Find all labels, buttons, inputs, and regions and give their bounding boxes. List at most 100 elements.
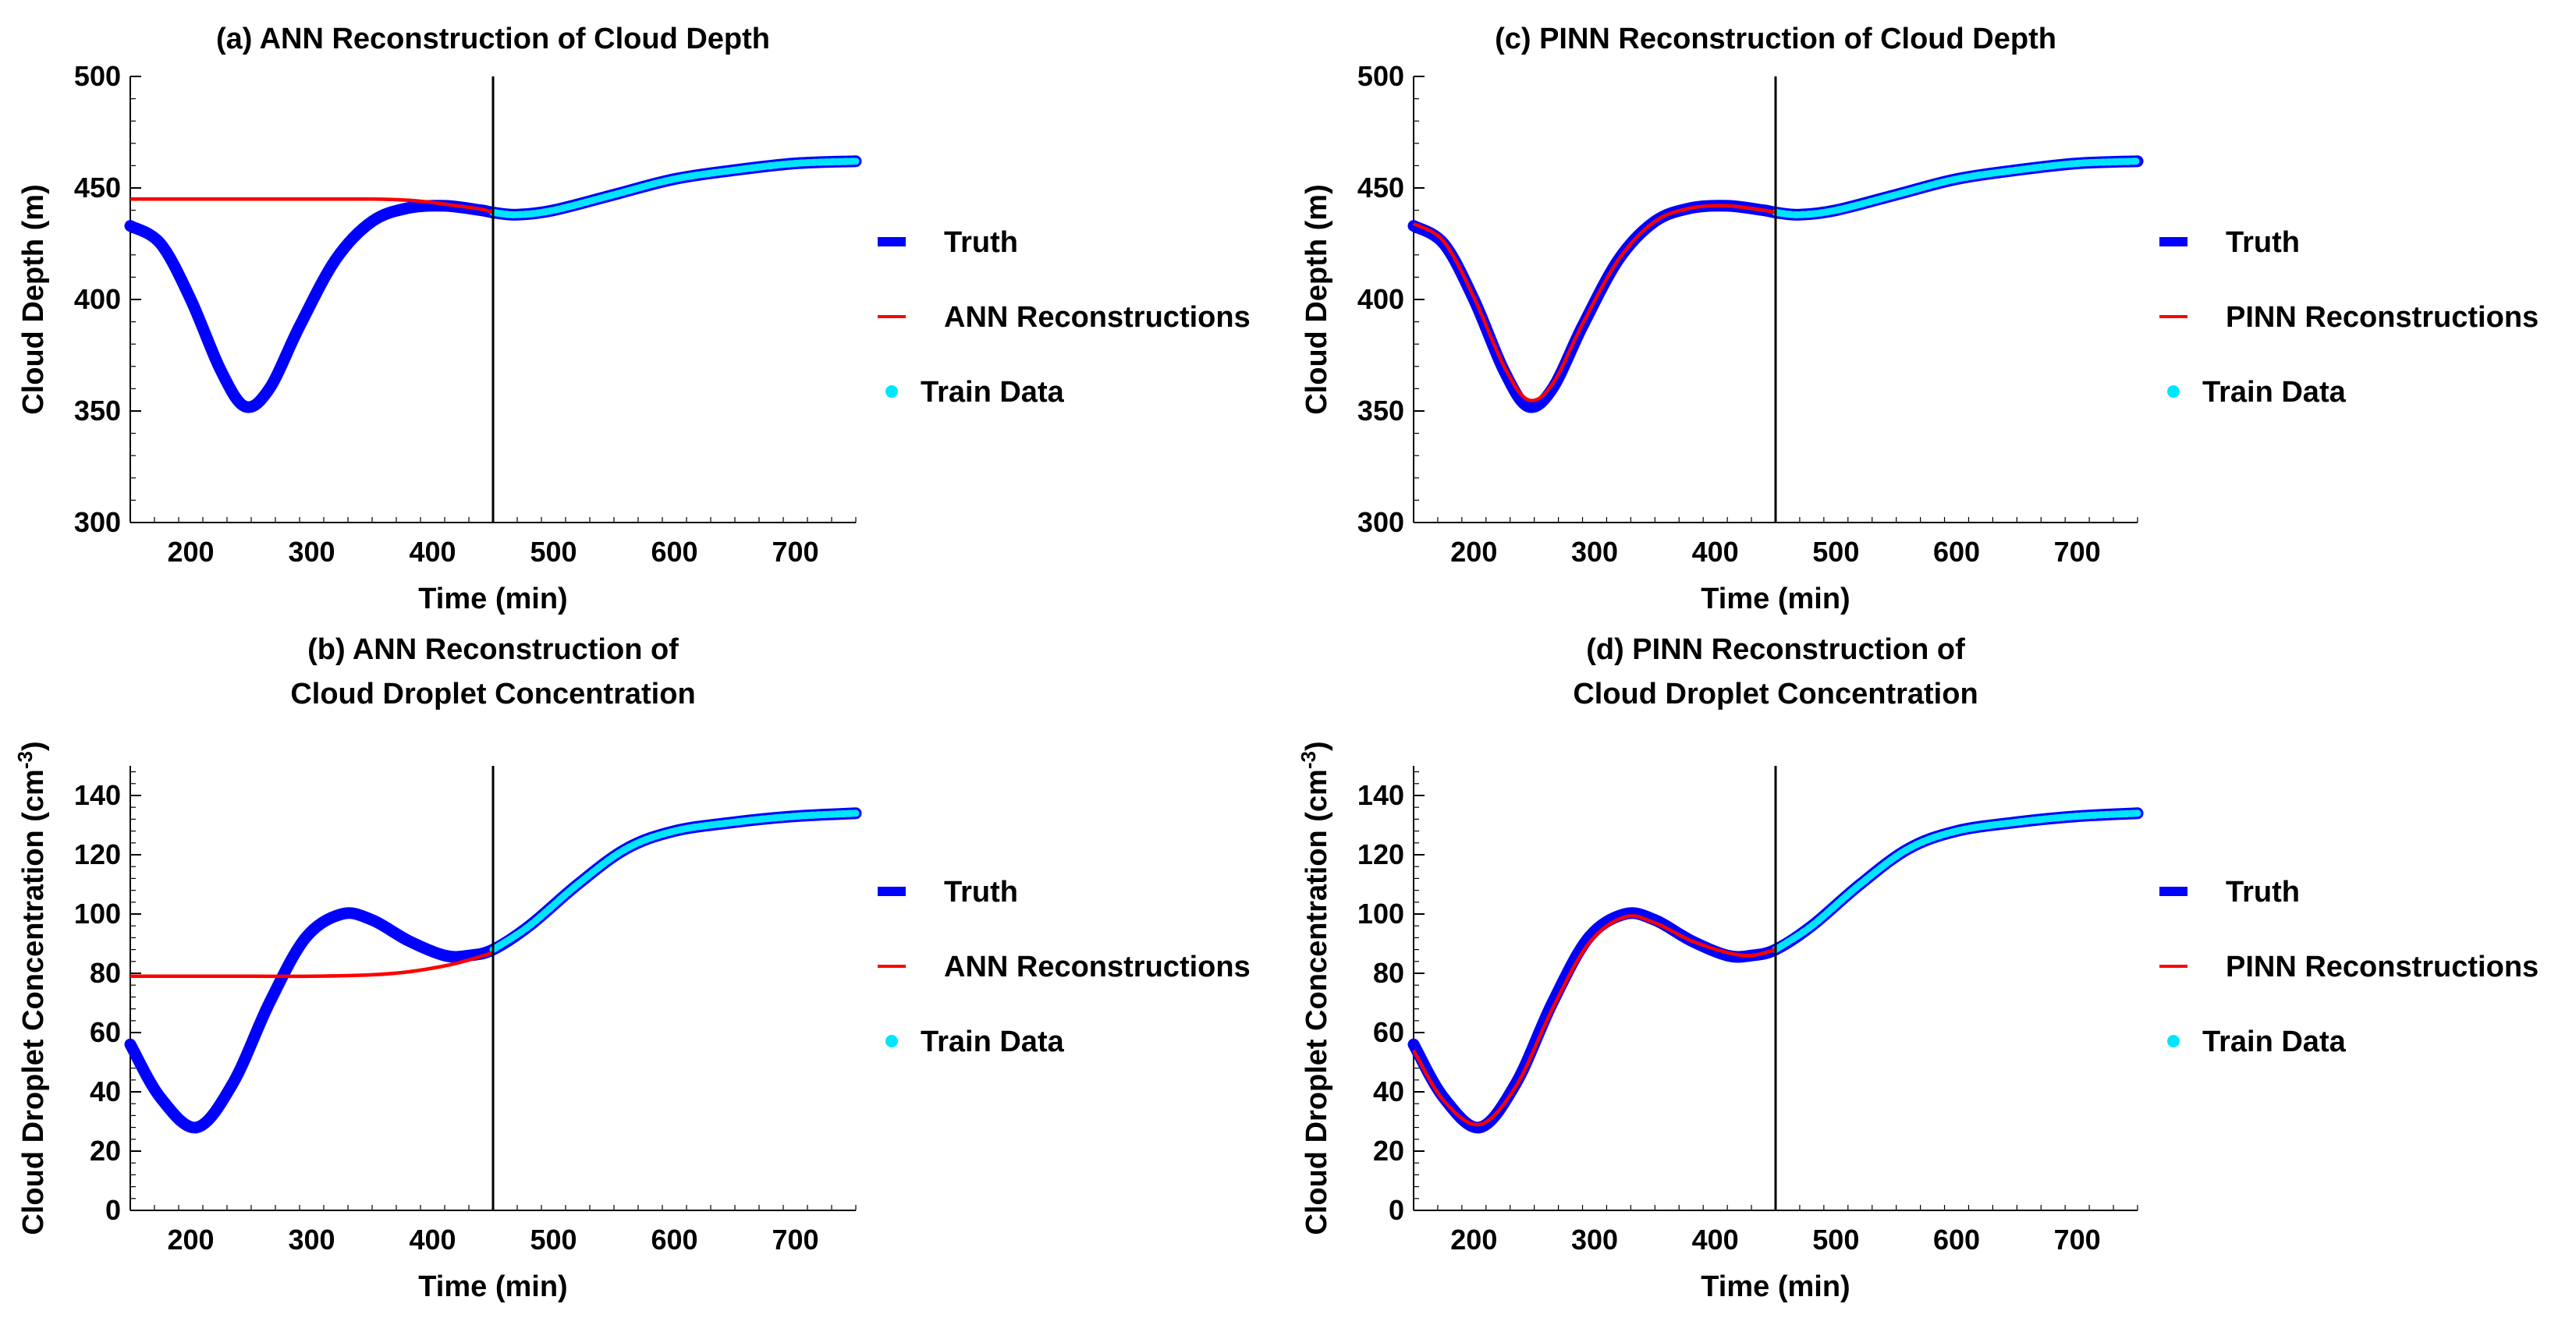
- y-tick-label: 350: [74, 395, 121, 427]
- panel-b: (b) ANN Reconstruction of Cloud Droplet C…: [13, 633, 1251, 1303]
- y-tick-label: 120: [1357, 838, 1404, 870]
- panel-d: (d) PINN Reconstruction of Cloud Droplet …: [1297, 633, 2539, 1303]
- y-tick-label: 60: [90, 1016, 121, 1048]
- legend-label-reconstruction: PINN Reconstructions: [2226, 301, 2539, 334]
- x-tick-label: 500: [1812, 536, 1859, 568]
- y-tick-label: 450: [1357, 172, 1404, 204]
- y-axis-label-superscript: -3: [13, 751, 37, 769]
- x-tick-label: 700: [2054, 536, 2101, 568]
- y-tick-label: 500: [74, 60, 121, 92]
- train-data-series: [1772, 810, 2141, 954]
- x-axis-label: Time (min): [1701, 1270, 1850, 1303]
- legend-label-reconstruction: PINN Reconstructions: [2226, 951, 2539, 983]
- legend-label-train: Train Data: [2202, 376, 2347, 409]
- y-tick-label: 100: [1357, 898, 1404, 930]
- y-axis-label-close: ): [17, 741, 50, 751]
- x-tick-label: 500: [530, 536, 577, 568]
- legend-swatch-train: [2167, 1035, 2180, 1047]
- legend: Truth ANN Reconstructions Train Data: [878, 876, 1251, 1058]
- train-data-series: [489, 810, 860, 954]
- y-axis-label: Cloud Droplet Concentration (cm-3): [1297, 741, 1333, 1235]
- x-tick-label: 700: [772, 536, 818, 568]
- legend: Truth PINN Reconstructions Train Data: [2159, 876, 2539, 1058]
- y-axis-label-text: Cloud Depth (m): [1300, 184, 1333, 415]
- chart-title: (d) PINN Reconstruction of: [1586, 633, 1965, 666]
- y-tick-label: 400: [1357, 283, 1404, 315]
- x-tick-label: 500: [530, 1224, 577, 1256]
- x-tick-label: 600: [651, 1224, 697, 1256]
- x-tick-label: 400: [1692, 1224, 1739, 1256]
- x-tick-label: 600: [1933, 536, 1980, 568]
- y-axis-label-text: Cloud Depth (m): [17, 184, 50, 415]
- x-tick-label: 400: [409, 1224, 456, 1256]
- legend-label-truth: Truth: [2226, 876, 2300, 909]
- x-tick-label: 500: [1812, 1224, 1859, 1256]
- x-tick-label: 400: [409, 536, 456, 568]
- x-tick-label: 300: [288, 536, 335, 568]
- y-tick-label: 0: [105, 1194, 121, 1226]
- x-axis-label: Time (min): [418, 1270, 567, 1303]
- y-tick-label: 350: [1357, 395, 1404, 427]
- reconstruction-series-line: [1412, 204, 1776, 402]
- reconstruction-series-line: [130, 197, 494, 214]
- reconstruction-series-line: [1412, 914, 1776, 1127]
- train-data-series: [489, 158, 860, 218]
- x-tick-label: 300: [1571, 536, 1618, 568]
- x-tick-label: 200: [1450, 536, 1497, 568]
- y-axis-label-text: Cloud Droplet Concentration (cm: [1300, 769, 1333, 1235]
- y-tick-label: 40: [1373, 1075, 1404, 1107]
- x-tick-label: 200: [167, 536, 214, 568]
- legend-swatch-train: [2167, 385, 2180, 398]
- panel-a: (a) ANN Reconstruction of Cloud Depth 300…: [17, 23, 1251, 615]
- y-tick-label: 80: [1373, 957, 1404, 989]
- train-data-series: [1772, 158, 2141, 218]
- legend-label-truth: Truth: [944, 876, 1018, 909]
- y-tick-label: 140: [74, 779, 121, 811]
- y-tick-label: 100: [74, 898, 121, 930]
- x-tick-label: 200: [1450, 1224, 1497, 1256]
- x-axis-label: Time (min): [418, 583, 567, 615]
- x-tick-label: 300: [288, 1224, 335, 1256]
- x-tick-label: 200: [167, 1224, 214, 1256]
- legend: Truth PINN Reconstructions Train Data: [2159, 226, 2539, 409]
- chart-title: (c) PINN Reconstruction of Cloud Depth: [1495, 23, 2056, 55]
- legend-label-reconstruction: ANN Reconstructions: [944, 951, 1251, 983]
- reconstruction-series-line: [130, 951, 494, 979]
- x-tick-label: 600: [1933, 1224, 1980, 1256]
- chart-title: Cloud Droplet Concentration: [1573, 678, 1978, 710]
- chart-title: (a) ANN Reconstruction of Cloud Depth: [216, 23, 770, 55]
- x-axis-label: Time (min): [1701, 583, 1850, 615]
- y-tick-label: 80: [90, 957, 121, 989]
- legend-label-train: Train Data: [921, 1026, 1065, 1058]
- legend: Truth ANN Reconstructions Train Data: [878, 226, 1251, 409]
- y-tick-label: 20: [90, 1135, 121, 1167]
- y-tick-label: 20: [1373, 1135, 1404, 1167]
- y-tick-label: 450: [74, 172, 121, 204]
- y-tick-label: 120: [74, 838, 121, 870]
- y-tick-label: 40: [90, 1075, 121, 1107]
- x-tick-label: 400: [1692, 536, 1739, 568]
- panel-c: (c) PINN Reconstruction of Cloud Depth 30…: [1300, 23, 2539, 615]
- legend-label-truth: Truth: [944, 226, 1018, 259]
- y-axis-label: Cloud Droplet Concentration (cm-3): [13, 741, 50, 1235]
- legend-label-train: Train Data: [921, 376, 1065, 409]
- y-axis-label: Cloud Depth (m): [17, 184, 50, 415]
- x-tick-label: 300: [1571, 1224, 1618, 1256]
- y-tick-label: 400: [74, 283, 121, 315]
- legend-swatch-train: [885, 1035, 898, 1047]
- legend-label-reconstruction: ANN Reconstructions: [944, 301, 1251, 334]
- legend-label-truth: Truth: [2226, 226, 2300, 259]
- y-tick-label: 60: [1373, 1016, 1404, 1048]
- y-tick-label: 300: [1357, 506, 1404, 538]
- y-tick-label: 500: [1357, 60, 1404, 92]
- x-tick-label: 700: [2054, 1224, 2101, 1256]
- y-axis-label: Cloud Depth (m): [1300, 184, 1333, 415]
- y-tick-label: 140: [1357, 779, 1404, 811]
- y-tick-label: 300: [74, 506, 121, 538]
- y-tick-label: 0: [1389, 1194, 1404, 1226]
- chart-title: Cloud Droplet Concentration: [290, 678, 695, 710]
- y-axis-label-text: Cloud Droplet Concentration (cm: [17, 769, 50, 1235]
- chart-title: (b) ANN Reconstruction of: [307, 633, 679, 666]
- legend-label-train: Train Data: [2202, 1026, 2347, 1058]
